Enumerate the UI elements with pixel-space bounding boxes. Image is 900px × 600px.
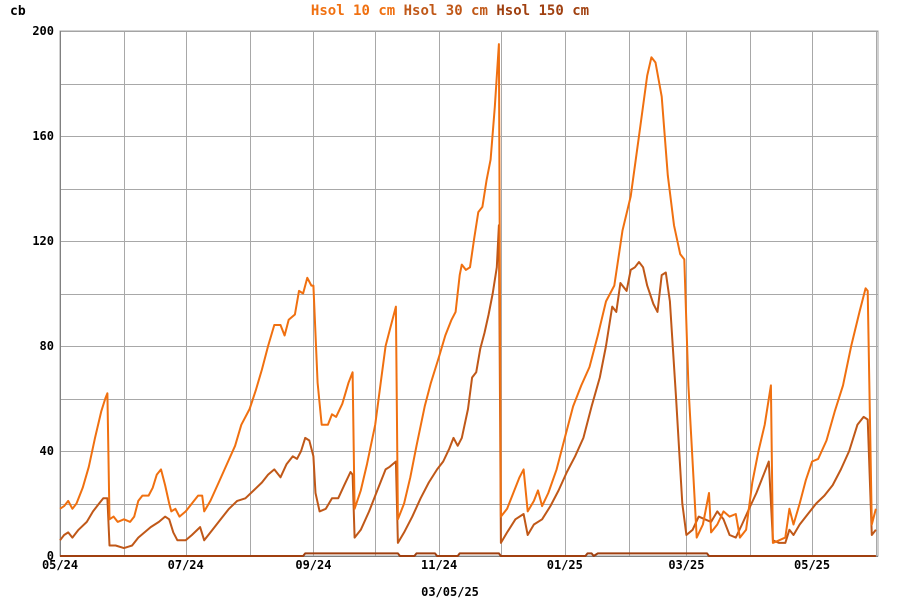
legend-entry: Hsol 30 cm	[395, 3, 488, 19]
y-unit-label: cb	[10, 4, 26, 19]
series-lines	[59, 43, 877, 557]
x-tick-label: 11/24	[421, 558, 457, 572]
footer-date: 03/05/25	[421, 585, 479, 599]
grid	[60, 31, 878, 556]
axes	[59, 30, 879, 557]
x-tick-label: 01/25	[547, 558, 583, 572]
tick-labels: 0 40 80 120 160 200 05/24 07/24 09/24 11/24 01/25 0…	[32, 24, 830, 572]
y-tick-label: 40	[40, 444, 54, 458]
y-tick-label: 160	[32, 129, 54, 143]
series-line-hsol-150-cm	[60, 552, 876, 557]
x-tick-label: 07/24	[168, 558, 204, 572]
plot-frame	[59, 30, 879, 557]
legend-entry: Hsol 10 cm	[311, 3, 395, 19]
legend: Hsol 10 cm Hsol 30 cm Hsol 150 cm	[311, 3, 589, 19]
y-tick-label: 80	[40, 339, 54, 353]
legend-entry: Hsol 150 cm	[488, 3, 589, 19]
y-tick-label: 0	[47, 549, 54, 563]
x-tick-label: 03/25	[668, 558, 704, 572]
y-tick-label: 200	[32, 24, 54, 38]
series-line-hsol-10-cm	[59, 43, 877, 544]
x-tick-label: 09/24	[295, 558, 331, 572]
series-line-hsol-30-cm	[59, 224, 877, 550]
x-tick-label: 05/25	[794, 558, 830, 572]
x-tick-label: 05/24	[42, 558, 78, 572]
legend: Hsol 10 cm Hsol 30 cm Hsol 150 cm	[311, 3, 589, 19]
y-tick-label: 120	[32, 234, 54, 248]
